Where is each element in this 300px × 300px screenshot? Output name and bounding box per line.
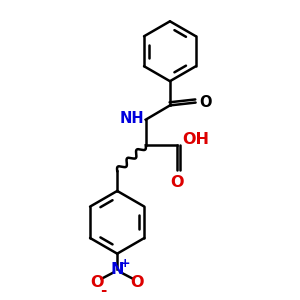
Text: O: O: [130, 275, 144, 290]
Text: NH: NH: [120, 111, 144, 126]
Text: O: O: [91, 275, 104, 290]
Text: -: -: [100, 283, 107, 298]
Text: O: O: [170, 175, 184, 190]
Text: +: +: [120, 256, 130, 270]
Text: O: O: [199, 95, 211, 110]
Text: N: N: [110, 262, 124, 277]
Text: OH: OH: [182, 132, 209, 147]
